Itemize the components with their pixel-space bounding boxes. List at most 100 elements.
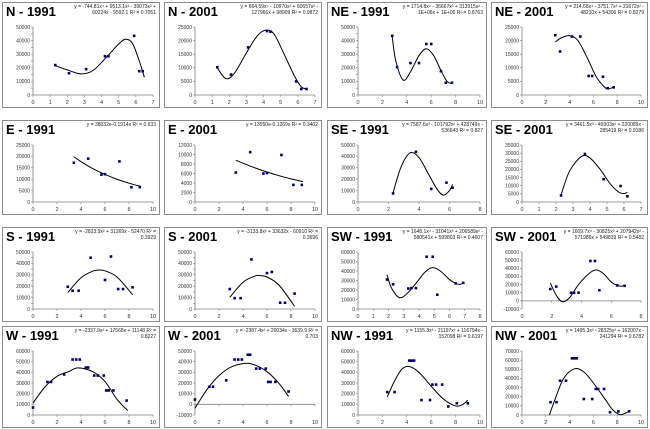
y-tick-label: 60000 (341, 349, 355, 355)
chart-title: N - 2001 (168, 4, 218, 19)
trend-line (549, 269, 625, 303)
equation-text: y = -3133.8x² + 33632x - 60910 (237, 229, 308, 235)
trendline-equation: y = 1648.1x⁴ - 31041x³ + 206589x² - 5805… (396, 229, 483, 241)
x-tick-label: 8 (289, 207, 292, 213)
x-tick-label: 8 (127, 207, 130, 213)
trend-line (555, 35, 614, 90)
data-point (612, 86, 615, 89)
r-squared: R² = 0.827 (459, 128, 484, 134)
chart-svg: 0 5000 10000 15000 20000 25000 0 1 2 3 4 5 6 7 (178, 25, 316, 106)
x-tick-label: 8 (289, 314, 292, 320)
data-point (554, 285, 558, 288)
data-point (274, 380, 277, 384)
x-tick-label: 2 (217, 420, 220, 426)
y-tick-label: 25000 (178, 25, 192, 31)
data-point (407, 359, 411, 362)
r-squared: R² = 0.7051 (129, 10, 156, 16)
trendline-equation: y = -2337.9x² + 17568x + 11148 R² = 0.82… (63, 328, 156, 340)
data-point (425, 255, 428, 259)
equation-text: y = -2387.4x² + 20034x - 3639.9 (235, 328, 308, 334)
data-point (617, 410, 620, 413)
y-tick-label: 50000 (178, 250, 192, 256)
equation-text: y = 1609.7x⁴ - 30825x³ + 207942x² - 5719… (563, 229, 644, 241)
chart-title: W - 1991 (6, 328, 59, 343)
y-tick-label: 40000 (16, 261, 30, 267)
data-point (270, 270, 274, 274)
y-tick-label: 10000 (341, 297, 355, 303)
data-point (265, 271, 269, 275)
chart-title: SW - 1991 (331, 229, 393, 244)
trendline-equation: y = -3133.8x² + 33632x - 60910 R² = 0.36… (221, 229, 318, 241)
y-tick-label: 30000 (16, 52, 30, 58)
chart-title: SW - 2001 (495, 229, 557, 244)
y-tick-label: 20000 (505, 167, 519, 173)
x-tick-label: 2 (55, 314, 58, 320)
data-point (589, 259, 592, 263)
y-tick-label: 50000 (178, 349, 192, 355)
chart-svg: 0 10000 20000 30000 40000 50000 0 2 4 6 8 10 (341, 25, 483, 106)
x-tick-label: 8 (478, 314, 481, 320)
y-tick-label: 50000 (16, 25, 30, 31)
data-point (53, 63, 57, 67)
data-point (266, 380, 270, 384)
data-point (262, 172, 265, 175)
data-point (116, 287, 120, 291)
data-point (138, 185, 142, 189)
trendline-equation: y = 7587.6x³ - 101792x² + 428749x - 5366… (393, 122, 483, 134)
data-point (573, 357, 576, 360)
chart-title: S - 1991 (6, 229, 56, 244)
chart-svg: 0 2000 4000 6000 8000 10000 12000 0 2 4 6 8 10 (178, 143, 318, 213)
chart-title: SE - 2001 (495, 122, 553, 137)
data-point (582, 397, 586, 401)
data-point (606, 86, 609, 90)
chart-svg: 0 10000 20000 30000 40000 50000 60000 0 1 2 3 4 5 6 7 8 (341, 250, 481, 320)
data-point (211, 385, 215, 389)
chart-panel: 0 10000 20000 30000 40000 50000 0 2 4 6 8 SE - 1991… (327, 120, 487, 215)
data-point (454, 282, 457, 285)
x-tick-label: 6 (430, 420, 433, 426)
equation-text: y = 664.59x⁴ - 10970x³ + 60657x² - 12796… (240, 4, 318, 16)
data-point (280, 153, 283, 157)
x-tick-label: 2 (387, 314, 390, 320)
y-tick-label: 0 (516, 299, 519, 305)
data-point (31, 406, 35, 409)
trendline-equation: y = 1609.7x⁴ - 30825x³ + 207942x² - 5719… (560, 229, 644, 241)
data-point (71, 358, 74, 361)
y-tick-label: 20000 (16, 391, 30, 397)
data-point (446, 405, 450, 408)
data-point (577, 291, 580, 295)
trend-line (548, 368, 630, 416)
x-tick-label: 5 (605, 207, 608, 213)
chart-svg: 0 5000 10000 15000 20000 25000 0 2 4 6 8 10 (505, 25, 644, 106)
y-tick-label: 10000 (16, 295, 30, 301)
data-point (103, 54, 107, 58)
x-tick-label: 0 (356, 100, 359, 106)
data-point (193, 398, 197, 401)
x-tick-label: 10 (638, 100, 644, 106)
data-point (62, 373, 66, 376)
data-point (72, 161, 76, 165)
data-point (264, 367, 268, 370)
x-tick-label: 8 (127, 314, 130, 320)
data-point (569, 291, 573, 295)
chart-header: E - 2001 y = 13550e-0.1269x R² = 0.3402 (168, 122, 318, 141)
data-point (587, 74, 590, 78)
y-tick-label: 10000 (341, 79, 355, 85)
x-tick-label: 6 (430, 100, 433, 106)
x-tick-label: 6 (448, 314, 451, 320)
data-point (627, 410, 631, 413)
y-tick-label: 50000 (505, 258, 519, 264)
equation-text: y = 214.68x⁴ - 3751.7x³ + 21672x² - 4821… (565, 4, 644, 16)
chart-svg: 0 10000 20000 30000 40000 50000 60000 0 2 4 6 8 10 (341, 349, 483, 426)
y-tick-label: 10000 (505, 404, 519, 410)
data-point (112, 389, 115, 392)
y-tick-label: 0 (352, 93, 355, 99)
x-tick-label: 2 (381, 100, 384, 106)
chart-svg: 0 10000 20000 30000 40000 50000 0 1 2 3 4 5 6 7 (16, 25, 154, 106)
equation-text: y = -2337.9x² + 17568x + 11148 (74, 328, 146, 334)
x-tick-label: 6 (103, 420, 106, 426)
y-tick-label: 8000 (181, 162, 192, 168)
chart-panel: 0 10000 20000 30000 40000 50000 60000 0 1 2 3 4 5 6 7 8… (327, 227, 487, 322)
